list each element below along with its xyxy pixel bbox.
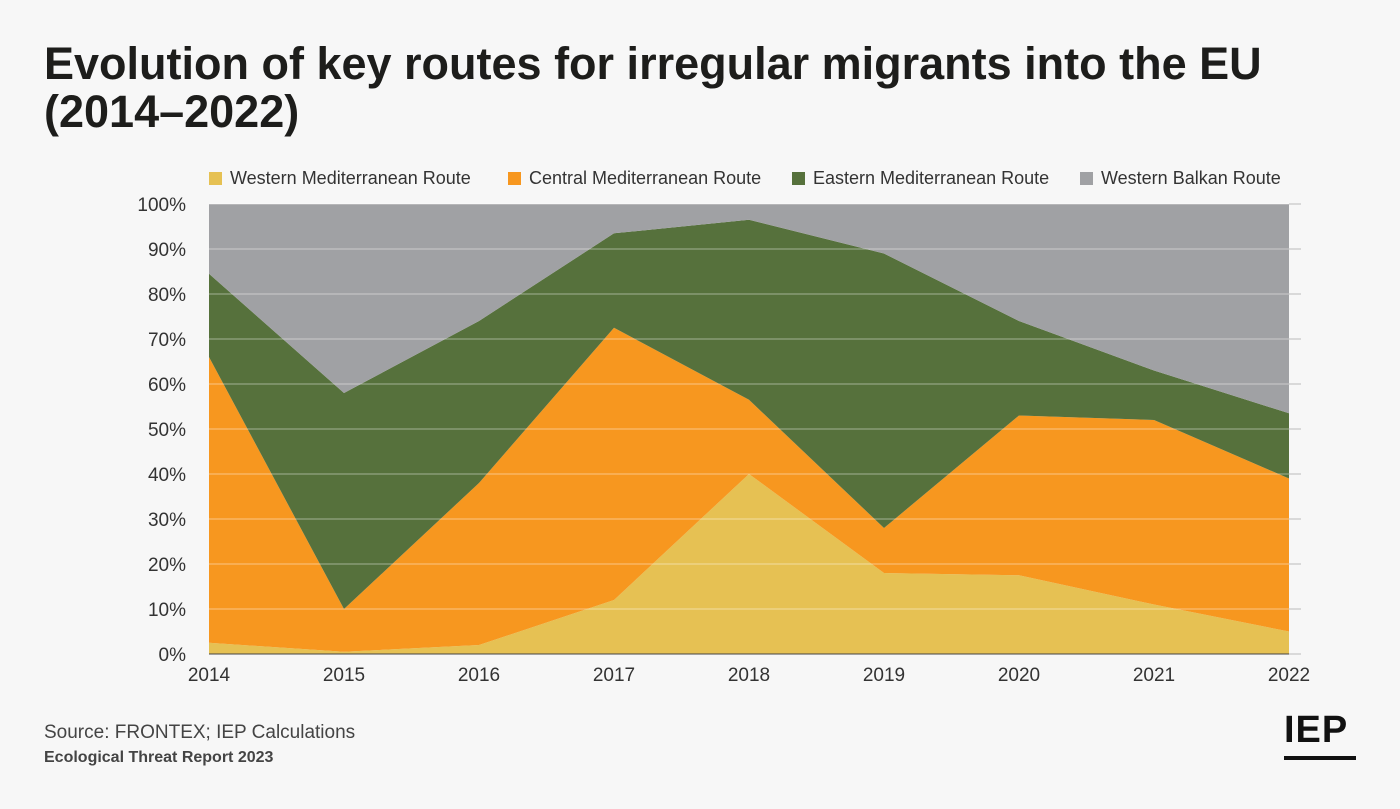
chart-gridlines (209, 203, 1301, 655)
x-tick-label: 2016 (458, 665, 500, 686)
x-axis-ticks: 2014 2015 2016 2017 2018 2019 2020 2021 2022 (188, 665, 1310, 686)
y-tick-label: 100% (137, 195, 186, 216)
area-series-2 (209, 219, 1289, 610)
y-tick-label: 50% (148, 420, 186, 441)
y-axis-ticks: 0% 10% 20% 30% 40% 50% 60% 70% 80% 90% 100% (137, 195, 186, 666)
chart-legend: Western Mediterranean Route Central Medi… (0, 168, 1400, 192)
chart-title-line1: Evolution of key routes for irregular mi… (44, 38, 1262, 89)
legend-swatch (1080, 172, 1093, 185)
chart-title-line2: (2014–2022) (44, 86, 300, 137)
x-tick-label: 2018 (728, 665, 770, 686)
legend-swatch (508, 172, 521, 185)
legend-swatch (209, 172, 222, 185)
chart-title: Evolution of key routes for irregular mi… (44, 40, 1364, 136)
legend-item-western-balkan: Western Balkan Route (1080, 168, 1281, 189)
area-series-1 (209, 327, 1289, 652)
x-tick-label: 2019 (863, 665, 905, 686)
y-tick-label: 20% (148, 555, 186, 576)
logo-underline (1284, 756, 1356, 760)
y-tick-label: 90% (148, 240, 186, 261)
legend-swatch (792, 172, 805, 185)
x-tick-label: 2020 (998, 665, 1040, 686)
area-series-0 (209, 474, 1289, 654)
y-tick-label: 10% (148, 600, 186, 621)
y-tick-label: 80% (148, 285, 186, 306)
legend-label: Western Balkan Route (1101, 168, 1281, 188)
chart-areas (209, 204, 1289, 654)
legend-label: Western Mediterranean Route (230, 168, 471, 188)
x-tick-label: 2021 (1133, 665, 1175, 686)
y-tick-label: 0% (159, 645, 187, 666)
legend-label: Central Mediterranean Route (529, 168, 762, 188)
legend-item-eastern-mediterranean: Eastern Mediterranean Route (792, 168, 1049, 189)
legend-item-central-mediterranean: Central Mediterranean Route (508, 168, 761, 189)
legend-label: Eastern Mediterranean Route (813, 168, 1050, 188)
x-tick-label: 2014 (188, 665, 231, 686)
y-tick-label: 40% (148, 465, 186, 486)
x-tick-label: 2022 (1268, 665, 1310, 686)
x-tick-label: 2015 (323, 665, 365, 686)
y-tick-label: 30% (148, 510, 186, 531)
iep-logo: IEP (1284, 710, 1356, 766)
source-note: Source: FRONTEX; IEP Calculations (44, 722, 356, 743)
report-name: Ecological Threat Report 2023 (44, 749, 274, 766)
logo-text: IEP (1284, 709, 1349, 751)
x-tick-label: 2017 (593, 665, 635, 686)
area-series-3 (209, 204, 1289, 414)
legend-item-western-mediterranean: Western Mediterranean Route (209, 168, 471, 189)
y-tick-label: 60% (148, 375, 186, 396)
y-tick-label: 70% (148, 330, 186, 351)
